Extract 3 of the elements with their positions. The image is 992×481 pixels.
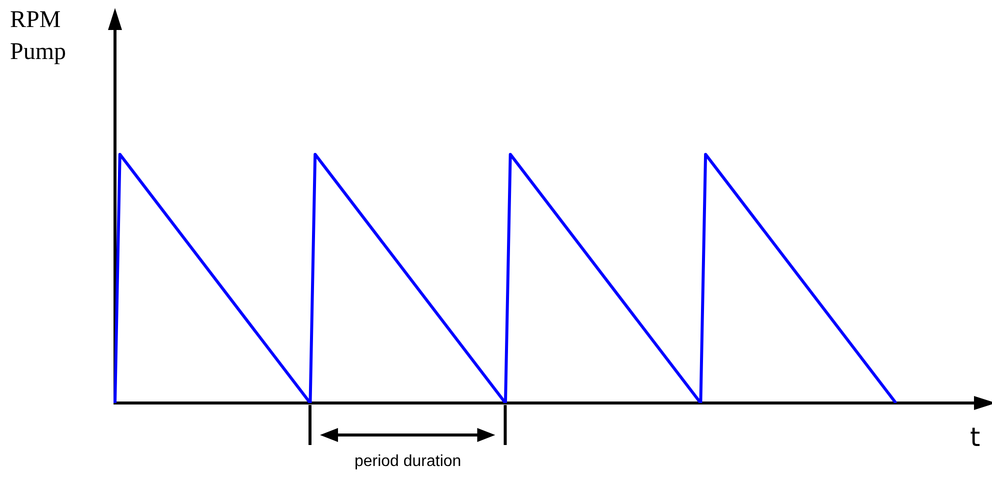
y-axis-title: RPM Pump (10, 6, 66, 67)
text: period duration (353, 453, 462, 471)
x-axis-title: t (970, 423, 980, 453)
